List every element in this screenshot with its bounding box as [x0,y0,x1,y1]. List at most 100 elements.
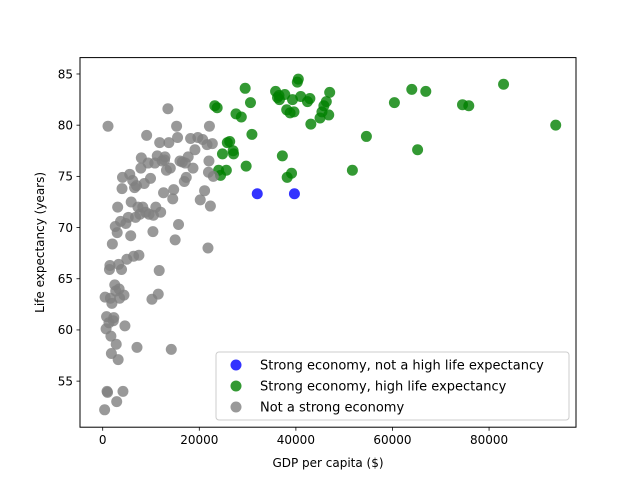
legend: Strong economy, not a high life expectan… [215,351,570,421]
data-point-series-1-32 [304,93,316,105]
data-point-series-2-11 [105,330,117,342]
legend-marker-2 [230,401,242,413]
data-point-series-1-41 [360,130,372,142]
data-point-series-2-78 [168,184,180,196]
data-point-series-2-22 [111,227,123,239]
data-point-series-2-65 [152,288,164,300]
data-point-series-1-9 [228,148,240,160]
data-point-series-2-98 [206,138,218,150]
y-axis: 55 60 65 70 75 80 85 [58,67,80,388]
y-tick-label: 55 [58,374,73,388]
data-point-series-1-5 [220,164,232,176]
data-point-series-2-46 [131,341,143,353]
data-point-series-1-47 [463,100,475,112]
data-point-series-2-90 [189,144,201,156]
legend-marker-0 [230,359,242,371]
data-point-series-2-92 [194,194,206,206]
data-point-series-2-70 [158,187,170,199]
x-tick-label: 60000 [373,433,411,447]
legend-label-1: Strong economy, high life expectancy [260,380,507,395]
data-point-series-1-21 [279,88,291,100]
legend-frame [215,351,570,421]
x-axis: 0 20000 40000 60000 80000 [99,427,508,447]
data-point-series-2-100 [202,242,214,254]
data-point-series-1-27 [288,106,300,118]
legend-label-0: Strong economy, not a high life expectan… [260,359,544,374]
data-point-series-1-33 [305,118,317,130]
data-point-series-2-80 [171,120,183,132]
data-point-series-2-75 [164,162,176,174]
x-tick-label: 80000 [470,433,508,447]
y-tick-label: 60 [58,323,73,337]
data-point-series-1-45 [420,85,432,97]
data-point-series-1-38 [323,109,335,121]
data-point-series-2-67 [154,137,166,149]
data-point-series-2-101 [203,120,215,132]
data-point-series-2-48 [133,249,145,261]
data-point-series-1-12 [239,82,251,94]
data-point-series-2-30 [116,183,128,195]
data-point-series-2-96 [203,155,215,167]
data-point-series-1-43 [406,83,418,95]
data-point-series-2-102 [202,166,214,178]
data-point-series-2-20 [110,338,122,350]
y-tick-label: 85 [58,67,73,81]
data-point-series-2-9 [104,259,116,271]
data-point-series-2-66 [153,265,165,277]
data-point-series-2-21 [111,396,123,408]
data-point-series-2-81 [172,131,184,143]
data-point-series-2-16 [108,312,120,324]
plot-area-frame [79,57,577,428]
x-tick-label: 40000 [277,433,315,447]
data-point-series-1-29 [292,73,304,85]
data-point-series-1-44 [412,144,424,156]
data-point-series-2-68 [155,206,167,218]
y-tick-label: 75 [58,170,73,184]
data-point-series-2-82 [173,218,185,230]
data-point-series-1-13 [240,160,252,172]
data-point-series-2-103 [179,157,191,169]
data-point-series-1-14 [244,97,256,109]
data-point-series-1-48 [498,78,510,90]
data-point-series-2-32 [117,385,129,397]
data-point-series-1-7 [224,136,236,148]
data-point-series-1-40 [346,164,358,176]
data-point-series-2-60 [147,226,159,238]
data-point-series-2-86 [180,171,192,183]
data-point-series-2-58 [145,172,157,184]
data-point-series-2-89 [187,162,199,174]
data-point-series-2-13 [106,297,118,309]
data-point-series-2-94 [199,185,211,197]
data-point-series-2-104 [159,154,171,166]
data-point-series-1-11 [235,111,247,123]
data-point-series-2-76 [165,343,177,355]
data-point-series-1-42 [388,97,400,109]
data-point-series-2-0 [99,404,111,416]
data-point-series-2-6 [102,120,114,132]
y-axis-label: Life expectancy (years) [33,172,47,313]
data-point-series-2-24 [112,354,124,366]
legend-label-2: Not a strong economy [260,401,404,416]
data-point-series-2-23 [112,201,124,213]
x-axis-label: GDP per capita ($) [272,456,383,470]
data-point-series-1-4 [216,148,228,160]
data-point-series-2-33 [118,289,130,301]
y-tick-label: 80 [58,118,73,132]
data-point-series-2-39 [125,230,137,242]
data-point-series-1-1 [211,102,223,114]
y-tick-label: 65 [58,272,73,286]
data-point-series-1-20 [276,150,288,162]
data-point-series-0-1 [288,188,300,200]
data-point-series-1-39 [324,86,336,98]
legend-marker-1 [230,380,242,392]
data-point-series-2-79 [169,234,181,246]
data-point-series-1-25 [286,167,298,179]
data-point-series-0-0 [251,188,263,200]
data-point-series-2-74 [163,137,175,149]
x-tick-label: 0 [99,433,107,447]
data-point-series-2-14 [106,238,118,250]
data-point-series-2-55 [141,129,153,141]
y-tick-label: 70 [58,221,73,235]
points-layer [99,73,562,416]
